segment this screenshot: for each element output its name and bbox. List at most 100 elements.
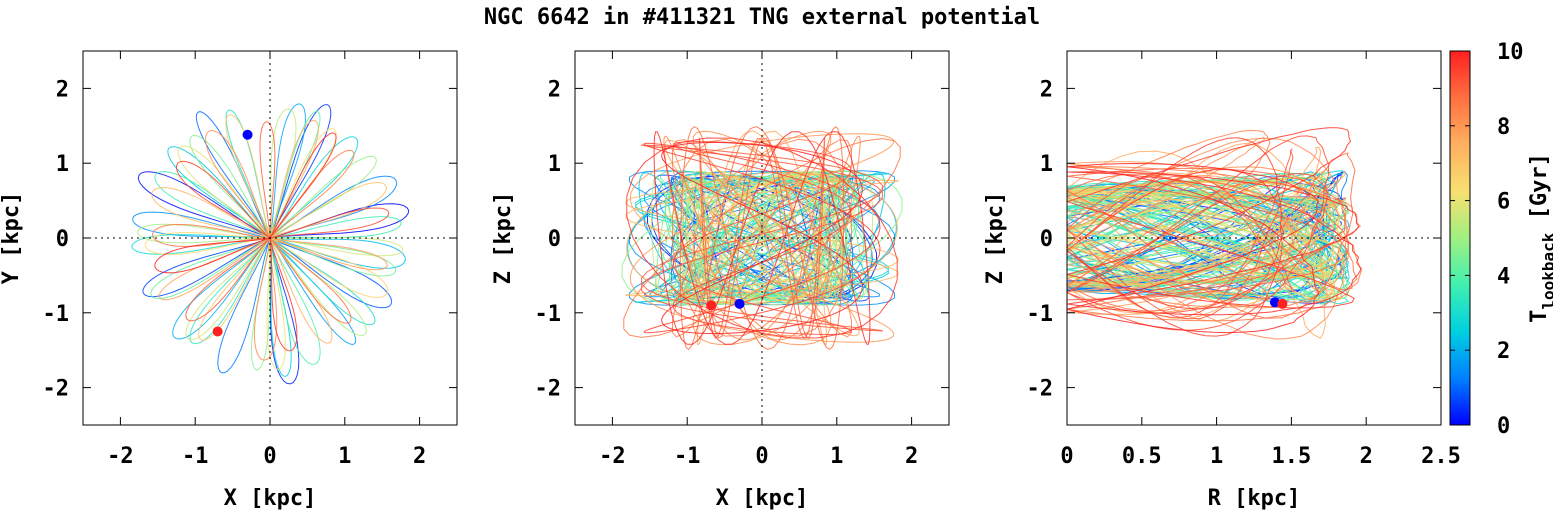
orbit-trace (1067, 181, 1341, 301)
orbit-trace (269, 237, 388, 271)
orbit-trace (137, 223, 271, 244)
orbit-trace (185, 237, 271, 341)
orbit-trace (269, 237, 404, 257)
orbit-trace (144, 231, 271, 255)
y-tick-label: 1 (1040, 152, 1053, 177)
x-tick-label: 2 (413, 444, 426, 469)
orbit-trace (269, 237, 393, 309)
y-tick-label: 1 (548, 152, 561, 177)
x-tick-label: 0 (263, 444, 276, 469)
orbit-trace (253, 237, 278, 361)
orbit-trace (626, 172, 898, 304)
colorbar-label-main: T (1527, 310, 1552, 323)
orbit-trace (151, 223, 270, 247)
y-tick-label: -2 (1027, 377, 1054, 402)
orbit-trace (217, 237, 271, 374)
x-tick-label: 0.5 (1122, 444, 1162, 469)
colorbar-label-unit: [Gyr] (1527, 153, 1552, 232)
y-tick-label: 0 (548, 227, 561, 252)
orbit-trace (1067, 137, 1350, 340)
orbit-trace (259, 121, 276, 238)
orbit-trace (269, 132, 337, 239)
colorbar-tick-label: 2 (1497, 339, 1510, 364)
orbit-trace (1067, 175, 1332, 303)
y-axis-label: Y [kpc] (0, 192, 24, 285)
orbit-trace (1067, 142, 1328, 339)
x-axis-label: X [kpc] (224, 486, 317, 511)
orbit-trace (1067, 183, 1338, 301)
orbit-trace (1067, 200, 1348, 300)
orbit-trace (150, 237, 271, 300)
orbit-trace (269, 237, 397, 277)
panel-1: -2 -1 0 1 2 -2 -1 0 1 2 X [kpc] Y [kpc] (0, 50, 458, 511)
orbit-trace (151, 187, 271, 239)
x-tick-label: 0 (1060, 444, 1073, 469)
orbit-trace (1067, 127, 1355, 309)
orbit-trace (175, 160, 271, 239)
orbit-trace (269, 237, 352, 324)
colorbar-tick-label: 6 (1497, 190, 1510, 215)
orbit-trace (1067, 137, 1285, 337)
orbit-trace (142, 237, 271, 298)
x-tick-label: 1 (830, 444, 843, 469)
x-tick-label: 2.5 (1421, 444, 1461, 469)
x-tick-label: -1 (182, 444, 209, 469)
colorbar-tick-label: 4 (1497, 264, 1510, 289)
orbit-trace (225, 109, 271, 239)
orbit-trace (154, 171, 271, 239)
orbit-traces (1067, 127, 1363, 340)
marker-red (706, 300, 717, 311)
orbit-trace (158, 237, 271, 301)
orbit-trace (137, 171, 271, 239)
colorbar-tick-label: 0 (1497, 414, 1510, 439)
orbit-trace (266, 237, 286, 370)
orbit-trace (1067, 196, 1351, 298)
orbit-trace (269, 237, 321, 365)
orbit-trace (172, 237, 271, 340)
colorbar-label-sub: lookback (1539, 232, 1553, 309)
x-tick-label: 1.5 (1272, 444, 1312, 469)
y-axis-label: Z [kpc] (983, 192, 1008, 285)
y-tick-label: -2 (43, 377, 70, 402)
orbit-trace (269, 237, 406, 269)
orbit-trace (1067, 147, 1322, 322)
orbit-trace (189, 237, 271, 345)
colorbar-gradient (1449, 50, 1471, 426)
orbit-trace (269, 207, 390, 239)
orbit-trace (269, 119, 319, 239)
orbit-trace (154, 237, 271, 274)
orbit-trace (623, 138, 901, 338)
orbit-trace (1067, 190, 1343, 294)
orbit-trace (269, 149, 355, 239)
y-tick-label: -2 (535, 377, 562, 402)
orbit-trace (269, 237, 333, 344)
orbit-trace (185, 237, 271, 322)
orbit-trace (1067, 166, 1362, 322)
orbit-trace (131, 234, 271, 255)
x-tick-label: 1 (338, 444, 351, 469)
orbit-trace (269, 203, 410, 239)
orbit-trace (643, 142, 881, 334)
orbit-trace (269, 237, 298, 352)
y-tick-label: -1 (1027, 302, 1054, 327)
orbit-trace (269, 237, 292, 378)
panel-2: -2 -1 0 1 2 -2 -1 0 1 2 X [kpc] Z [kpc] (491, 50, 950, 511)
orbit-trace (195, 111, 271, 239)
orbit-trace (1067, 171, 1363, 316)
colorbar-tick-label: 8 (1497, 115, 1510, 140)
colorbar: 0 2 4 6 8 10 Tlookback [Gyr] (1449, 40, 1553, 439)
colorbar-label: Tlookback [Gyr] (1527, 153, 1553, 323)
y-tick-label: 0 (56, 227, 69, 252)
y-tick-label: -1 (535, 302, 562, 327)
x-tick-label: -1 (674, 444, 701, 469)
x-tick-label: 2 (905, 444, 918, 469)
orbit-trace (1067, 178, 1349, 301)
orbit-trace (225, 114, 271, 239)
orbit-trace (1067, 136, 1268, 300)
orbit-trace (1067, 171, 1325, 299)
orbit-trace (205, 129, 271, 239)
orbit-trace (269, 216, 402, 239)
